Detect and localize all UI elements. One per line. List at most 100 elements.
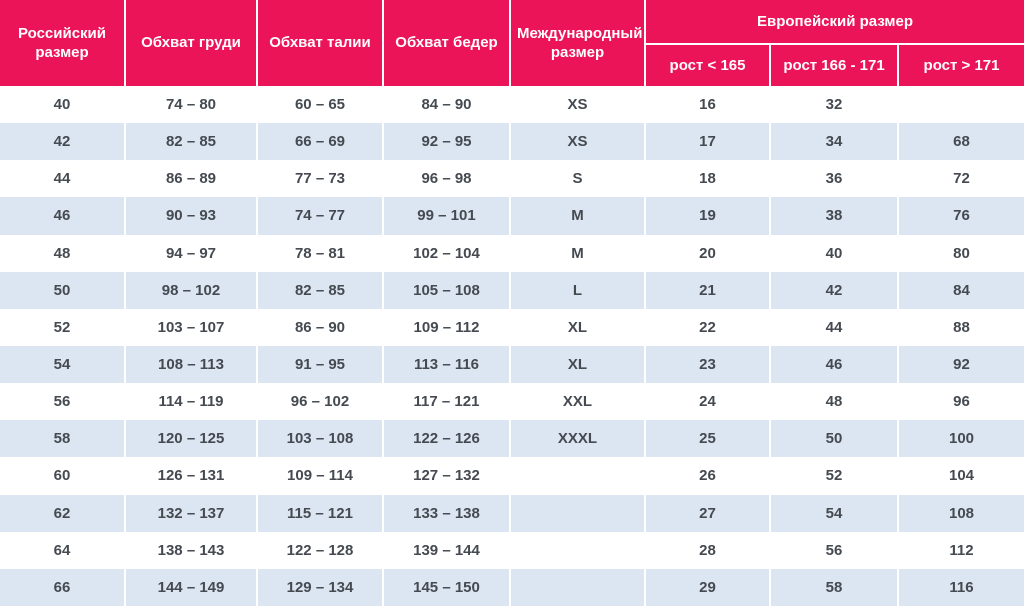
col-header-height-gt-171: рост > 171 <box>898 44 1024 86</box>
cell-hips: 145 – 150 <box>383 568 511 606</box>
cell-hips: 102 – 104 <box>383 234 511 272</box>
table-row: 52 103 – 107 86 – 90 109 – 112 XL 22 44 88 <box>0 308 1024 346</box>
cell-waist: 60 – 65 <box>257 86 384 124</box>
cell-height-lt-165: 23 <box>645 345 771 384</box>
cell-waist: 82 – 85 <box>257 271 384 309</box>
cell-russian-size: 40 <box>0 86 126 124</box>
table-row: 42 82 – 85 66 – 69 92 – 95 XS 17 34 68 <box>0 123 1024 161</box>
cell-height-gt-171: 72 <box>953 170 970 188</box>
cell-height-lt-165: 28 <box>645 531 771 569</box>
cell-height-166-171: 44 <box>770 308 899 346</box>
table-row: 44 86 – 89 77 – 73 96 – 98 S 18 36 72 <box>0 160 1024 198</box>
table-row: 64 138 – 143 122 – 128 139 – 144 28 56 112 <box>0 531 1024 569</box>
cell-russian-size: 60 <box>0 457 126 495</box>
cell-height-gt-171: 88 <box>953 318 970 336</box>
cell-height-lt-165: 29 <box>645 568 771 606</box>
cell-hips: 139 – 144 <box>383 531 511 569</box>
cell-waist: 109 – 114 <box>257 457 384 495</box>
cell-height-lt-165: 25 <box>645 420 771 458</box>
cell-waist: 96 – 102 <box>257 383 384 421</box>
cell-russian-size: 56 <box>0 383 126 421</box>
cell-hips: 122 – 126 <box>383 420 511 458</box>
table-row: 56 114 – 119 96 – 102 117 – 121 XXL 24 48 96 <box>0 383 1024 421</box>
cell-chest: 98 – 102 <box>125 271 258 309</box>
table-row: 58 120 – 125 103 – 108 122 – 126 XXXL 25 50 100 <box>0 420 1024 458</box>
cell-chest: 144 – 149 <box>125 568 258 606</box>
cell-international-size: XL <box>510 308 646 346</box>
cell-waist: 91 – 95 <box>257 345 384 384</box>
cell-waist: 86 – 90 <box>257 308 384 346</box>
cell-height-lt-165: 20 <box>645 234 771 272</box>
table-row: 50 98 – 102 82 – 85 105 – 108 L 21 42 84 <box>0 271 1024 309</box>
cell-height-166-171: 54 <box>770 494 899 532</box>
cell-international-size: XS <box>510 86 646 124</box>
cell-russian-size: 52 <box>0 308 126 346</box>
cell-russian-size: 58 <box>0 420 126 458</box>
table-row: 60 126 – 131 109 – 114 127 – 132 26 52 104 <box>0 457 1024 495</box>
table-header: Российский размер Обхват груди Обхват та… <box>0 0 1024 86</box>
cell-international-size: XS <box>510 123 646 161</box>
cell-height-166-171: 38 <box>770 197 899 235</box>
cell-russian-size: 44 <box>0 160 126 198</box>
cell-hips: 113 – 116 <box>383 345 511 384</box>
cell-height-lt-165: 17 <box>645 123 771 161</box>
cell-height-gt-171: 84 <box>953 281 970 299</box>
cell-russian-size: 64 <box>0 531 126 569</box>
table-row: 48 94 – 97 78 – 81 102 – 104 M 20 40 80 <box>0 234 1024 272</box>
cell-chest: 114 – 119 <box>125 383 258 421</box>
cell-russian-size: 42 <box>0 123 126 161</box>
col-header-chest: Обхват груди <box>125 0 258 86</box>
cell-height-166-171: 56 <box>770 531 899 569</box>
cell-international-size: M <box>510 197 646 235</box>
cell-height-166-171: 52 <box>770 457 899 495</box>
cell-chest: 74 – 80 <box>125 86 258 124</box>
cell-height-gt-171: 68 <box>953 133 970 151</box>
cell-international-size <box>510 531 646 569</box>
cell-height-gt-171: 80 <box>953 244 970 262</box>
cell-russian-size: 46 <box>0 197 126 235</box>
cell-international-size <box>510 494 646 532</box>
cell-russian-size: 54 <box>0 345 126 384</box>
cell-international-size: XXL <box>510 383 646 421</box>
cell-russian-size: 50 <box>0 271 126 309</box>
cell-height-166-171: 32 <box>770 86 899 124</box>
cell-height-gt-171: 76 <box>953 207 970 225</box>
cell-height-166-171: 46 <box>770 345 899 384</box>
cell-chest: 120 – 125 <box>125 420 258 458</box>
cell-international-size <box>510 568 646 606</box>
table-row: 62 132 – 137 115 – 121 133 – 138 27 54 108 <box>0 494 1024 532</box>
cell-waist: 78 – 81 <box>257 234 384 272</box>
table-row: 40 74 – 80 60 – 65 84 – 90 XS 16 32 <box>0 86 1024 124</box>
cell-international-size: XXXL <box>510 420 646 458</box>
col-header-height-166-171: рост 166 - 171 <box>770 44 899 86</box>
cell-height-lt-165: 22 <box>645 308 771 346</box>
col-header-hips: Обхват бедер <box>383 0 511 86</box>
cell-height-166-171: 58 <box>770 568 899 606</box>
cell-hips: 133 – 138 <box>383 494 511 532</box>
cell-hips: 92 – 95 <box>383 123 511 161</box>
cell-height-lt-165: 19 <box>645 197 771 235</box>
cell-height-gt-171: 116 <box>949 578 974 596</box>
table-row: 54 108 – 113 91 – 95 113 – 116 XL 23 46 92 <box>0 345 1024 384</box>
cell-waist: 122 – 128 <box>257 531 384 569</box>
cell-height-gt-171: 100 <box>949 430 975 448</box>
cell-chest: 126 – 131 <box>125 457 258 495</box>
cell-hips: 127 – 132 <box>383 457 511 495</box>
cell-height-166-171: 42 <box>770 271 899 309</box>
cell-russian-size: 66 <box>0 568 126 606</box>
cell-height-lt-165: 24 <box>645 383 771 421</box>
cell-height-166-171: 48 <box>770 383 899 421</box>
cell-international-size: XL <box>510 345 646 384</box>
col-header-waist: Обхват талии <box>257 0 384 86</box>
cell-russian-size: 62 <box>0 494 126 532</box>
cell-chest: 82 – 85 <box>125 123 258 161</box>
cell-waist: 129 – 134 <box>257 568 384 606</box>
cell-waist: 66 – 69 <box>257 123 384 161</box>
cell-russian-size: 48 <box>0 234 126 272</box>
col-header-height-lt-165: рост < 165 <box>645 44 771 86</box>
cell-waist: 77 – 73 <box>257 160 384 198</box>
cell-chest: 103 – 107 <box>125 308 258 346</box>
col-header-european-size: Европейский размер <box>645 0 1024 45</box>
cell-height-166-171: 34 <box>770 123 899 161</box>
cell-height-166-171: 40 <box>770 234 899 272</box>
